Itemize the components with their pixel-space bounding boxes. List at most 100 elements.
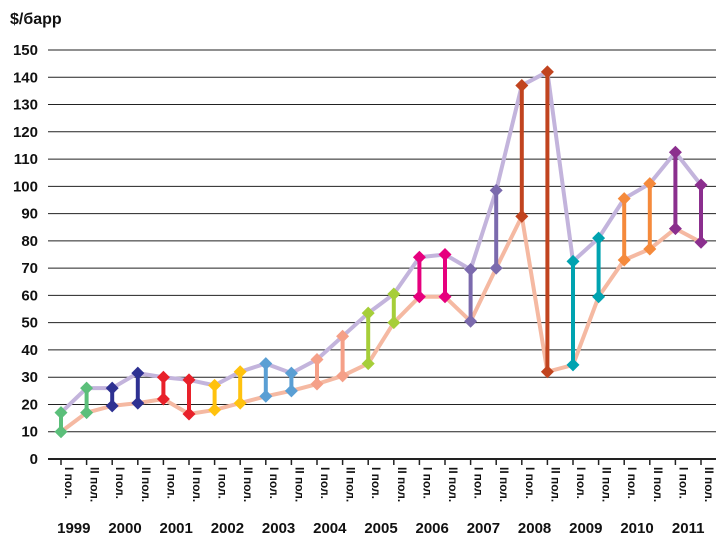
- x-tick-label: I пол.: [625, 467, 639, 499]
- high-point: [515, 78, 529, 92]
- x-tick-label: II пол.: [241, 467, 255, 502]
- y-tick-70: 70: [21, 260, 38, 277]
- x-tick-label: II пол.: [600, 467, 614, 502]
- high-point: [438, 248, 452, 261]
- x-tick-label: II пол.: [548, 467, 562, 502]
- x-tick-label: II пол.: [395, 467, 409, 502]
- x-tick-label: I пол.: [113, 467, 127, 499]
- x-tick-label: I пол.: [318, 467, 332, 499]
- low-point: [387, 316, 401, 330]
- low-point: [566, 358, 580, 372]
- x-tick-label: I пол.: [574, 467, 588, 499]
- x-tick-label: I пол.: [420, 467, 434, 499]
- y-tick-130: 130: [13, 97, 38, 114]
- low-point: [412, 290, 426, 304]
- high-point: [208, 378, 222, 392]
- high-point: [182, 373, 196, 387]
- y-tick-labels: 0 10 20 30 40 50 60 70 80 90 100 110 120 130 140 150: [13, 42, 38, 468]
- low-point: [80, 406, 94, 420]
- high-point: [336, 329, 350, 343]
- high-point: [668, 145, 682, 159]
- high-point: [156, 370, 170, 384]
- x-tick-label: I пол.: [164, 467, 178, 499]
- x-tick-label: I пол.: [523, 467, 537, 499]
- year-label-2008: 2008: [518, 520, 551, 537]
- low-point: [694, 235, 708, 249]
- high-point: [412, 250, 426, 264]
- x-tick-label: II пол.: [190, 467, 204, 502]
- y-tick-60: 60: [21, 287, 38, 304]
- high-point: [284, 366, 298, 380]
- x-tick-label: II пол.: [344, 467, 358, 502]
- y-tick-10: 10: [21, 424, 38, 441]
- x-tick-label: I пол.: [62, 467, 76, 499]
- y-tick-100: 100: [13, 178, 38, 195]
- year-label-2011: 2011: [672, 520, 705, 537]
- year-label-2010: 2010: [620, 520, 653, 537]
- year-label-2009: 2009: [569, 520, 602, 537]
- high-point: [694, 178, 708, 192]
- low-point: [438, 290, 452, 304]
- data-points: [54, 65, 708, 439]
- year-label-2007: 2007: [467, 520, 500, 537]
- high-point: [387, 287, 401, 301]
- low-point: [54, 425, 68, 439]
- x-tick-label: I пол.: [472, 467, 486, 499]
- low-point: [361, 357, 375, 371]
- low-point: [182, 407, 196, 421]
- year-label-2000: 2000: [108, 520, 141, 537]
- high-point: [540, 65, 554, 79]
- x-tick-label: I пол.: [216, 467, 230, 499]
- y-tick-20: 20: [21, 396, 38, 413]
- x-tick-label: I пол.: [267, 467, 281, 499]
- y-tick-50: 50: [21, 315, 38, 332]
- low-point: [464, 314, 478, 328]
- y-tick-140: 140: [13, 69, 38, 86]
- high-price-line: [59, 69, 703, 415]
- high-point: [592, 231, 606, 245]
- y-tick-120: 120: [13, 124, 38, 141]
- y-tick-30: 30: [21, 369, 38, 386]
- grid-lines: [48, 49, 716, 465]
- low-point: [131, 396, 145, 410]
- y-tick-110: 110: [14, 151, 38, 168]
- high-point: [80, 381, 94, 395]
- low-point: [592, 290, 606, 304]
- y-tick-80: 80: [21, 233, 38, 250]
- low-point: [540, 365, 554, 379]
- high-point: [464, 262, 478, 276]
- low-point: [489, 261, 503, 275]
- x-tick-label: II пол.: [497, 467, 511, 502]
- low-point: [643, 242, 657, 256]
- low-point: [259, 389, 273, 403]
- x-tick-label: II пол.: [702, 467, 716, 502]
- high-point: [643, 177, 657, 191]
- low-point: [233, 396, 247, 410]
- x-tick-label: II пол.: [292, 467, 306, 502]
- year-label-2004: 2004: [313, 520, 347, 537]
- x-tick-label: II пол.: [446, 467, 460, 502]
- low-point: [284, 384, 298, 398]
- low-point: [310, 377, 324, 391]
- x-tick-label: II пол.: [139, 467, 153, 502]
- high-point: [233, 365, 247, 379]
- year-label-2001: 2001: [160, 520, 193, 537]
- x-tick-label: I пол.: [676, 467, 690, 499]
- x-tick-labels: I пол. II пол. I пол. II пол. I пол. II пол. I…: [62, 467, 716, 502]
- high-point: [566, 254, 580, 268]
- high-point: [54, 406, 68, 420]
- series-lines: [59, 69, 703, 434]
- y-tick-90: 90: [21, 206, 38, 223]
- high-point: [105, 381, 119, 395]
- x-tick-label: II пол.: [88, 467, 102, 502]
- low-point: [336, 369, 350, 383]
- high-point: [310, 352, 324, 366]
- y-tick-40: 40: [21, 342, 38, 359]
- year-label-1999: 1999: [57, 520, 90, 537]
- low-point: [208, 403, 222, 417]
- year-labels: 1999 2000 2001 2002 2003 2004 2005 2006 2007 2008…: [57, 520, 704, 537]
- low-price-line: [59, 214, 702, 434]
- high-point: [131, 366, 145, 380]
- high-point: [361, 306, 375, 320]
